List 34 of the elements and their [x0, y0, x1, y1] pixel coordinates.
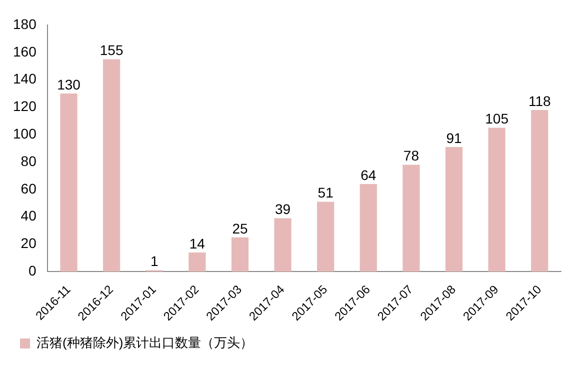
- data-label: 118: [528, 92, 551, 109]
- y-tick-label: 160: [13, 43, 37, 60]
- y-tick-label: 20: [20, 235, 37, 252]
- y-tick-label: 60: [20, 180, 37, 196]
- data-label: 105: [485, 110, 509, 127]
- y-tick-label: 80: [20, 152, 37, 169]
- data-label: 51: [318, 184, 334, 201]
- bar: [60, 94, 78, 272]
- data-label: 130: [57, 76, 81, 92]
- bar: [445, 146, 463, 272]
- data-label: 25: [232, 220, 248, 236]
- data-label: 1: [150, 253, 158, 270]
- bar: [188, 252, 206, 272]
- data-label: 64: [360, 166, 376, 183]
- legend-label: 活猪(种猪除外)累计出口数量（万头）: [36, 335, 254, 350]
- bar: [402, 164, 420, 272]
- data-label: 91: [446, 130, 462, 146]
- bar: [317, 202, 334, 272]
- y-tick-label: 140: [13, 70, 37, 87]
- data-label: 78: [403, 148, 420, 164]
- bar: [360, 184, 377, 272]
- y-tick-label: 0: [28, 262, 37, 279]
- bar: [231, 237, 249, 272]
- y-tick-label: 100: [13, 125, 37, 142]
- bar: [488, 128, 506, 272]
- y-tick-label: 40: [20, 208, 37, 224]
- y-tick-label: 180: [13, 16, 37, 32]
- y-tick-label: 120: [13, 98, 37, 114]
- data-label: 155: [100, 42, 124, 58]
- bar: [274, 218, 292, 272]
- data-label: 14: [189, 235, 206, 252]
- bar: [103, 59, 120, 272]
- bar: [531, 110, 548, 272]
- data-label: 39: [274, 201, 291, 218]
